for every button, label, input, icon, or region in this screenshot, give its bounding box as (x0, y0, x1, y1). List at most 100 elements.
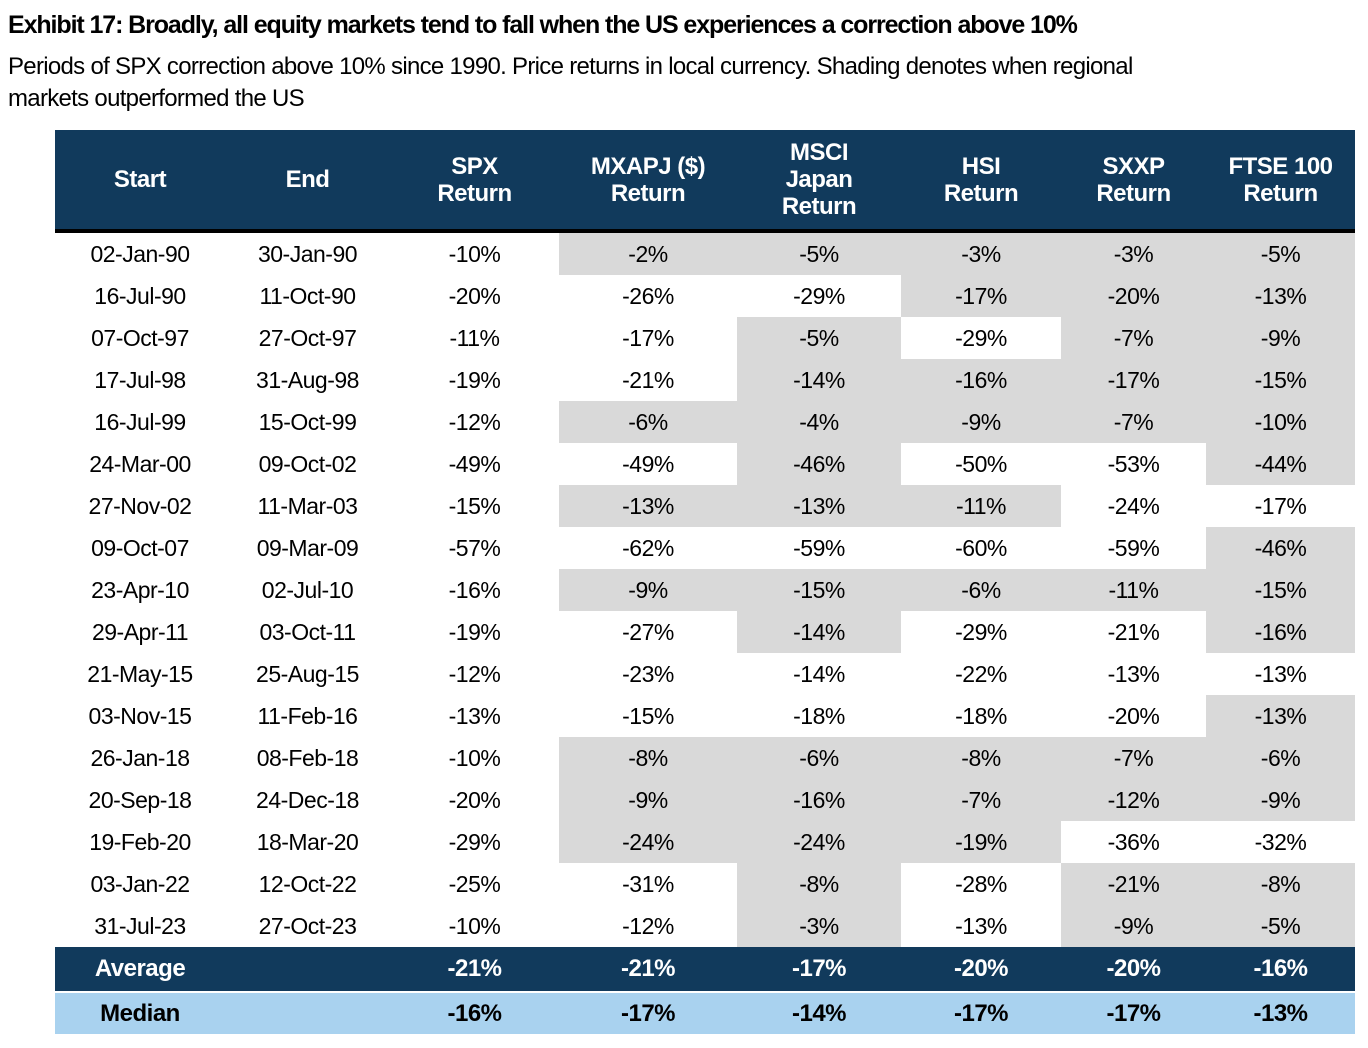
cell-start: 21-May-15 (87, 660, 193, 687)
cell-spx-return: -10% (448, 744, 501, 771)
table-row: 16-Jul-99 15-Oct-99 -12% -6% -4% -9% -7% -10% (55, 401, 1355, 443)
cell-end: 27-Oct-97 (258, 324, 357, 351)
cell-ftse-100-return: -13% (1206, 695, 1355, 737)
cell-msci-japan-return: -14% (737, 359, 901, 401)
table-row: 19-Feb-20 18-Mar-20 -29% -24% -24% -19% -36% -3… (55, 821, 1355, 863)
table-row: 03-Nov-15 11-Feb-16 -13% -15% -18% -18% -20% -1… (55, 695, 1355, 737)
cell-hsi-return: -28% (955, 870, 1007, 897)
table-body: 02-Jan-90 30-Jan-90 -10% -2% -5% -3% -3% -5% 16-… (55, 233, 1355, 1034)
cell-spx-return: -15% (448, 492, 501, 519)
cell-msci-japan-return: -59% (793, 534, 845, 561)
cell-hsi-return: -13% (955, 912, 1007, 939)
cell-end: 15-Oct-99 (258, 408, 357, 435)
cell-spx-return: -11% (449, 324, 501, 351)
table-row: 17-Jul-98 31-Aug-98 -19% -21% -14% -16% -17% -1… (55, 359, 1355, 401)
cell-mxapj-return: -26% (622, 282, 674, 309)
column-header-spx-return: SPX Return (437, 152, 512, 207)
cell-end: 09-Oct-02 (258, 450, 357, 477)
cell-sxxp-return: -21% (1107, 618, 1160, 645)
cell-hsi-return: -29% (955, 324, 1007, 351)
cell-ftse-100-return: -6% (1206, 737, 1355, 779)
cell-hsi-return: -18% (955, 702, 1007, 729)
cell-msci-japan-return: -29% (793, 282, 845, 309)
cell-hsi-return: -6% (901, 569, 1061, 611)
cell-end: 30-Jan-90 (257, 240, 358, 267)
cell-msci-japan-return: -15% (737, 569, 901, 611)
cell-ftse-100-return: -16% (1253, 955, 1308, 982)
cell-mxapj-return: -17% (620, 999, 676, 1027)
column-header-end: End (285, 166, 330, 193)
cell-ftse-100-return: -9% (1206, 317, 1355, 359)
cell-sxxp-return: -3% (1061, 233, 1206, 275)
cell-ftse-100-return: -13% (1206, 275, 1355, 317)
table-row: 24-Mar-00 09-Oct-02 -49% -49% -46% -50% -53% -4… (55, 443, 1355, 485)
summary-row-average: Average -21% -21% -17% -20% -20% -16% (55, 947, 1355, 991)
cell-spx-return: -10% (448, 912, 501, 939)
table-row: 27-Nov-02 11-Mar-03 -15% -13% -13% -11% -24% -1… (55, 485, 1355, 527)
cell-ftse-100-return: -44% (1206, 443, 1355, 485)
cell-mxapj-return: -17% (622, 324, 674, 351)
cell-start: 19-Feb-20 (89, 828, 191, 855)
cell-end: 11-Mar-03 (257, 492, 358, 519)
table-row: 03-Jan-22 12-Oct-22 -25% -31% -8% -28% -21% -8% (55, 863, 1355, 905)
cell-end: 08-Feb-18 (256, 744, 359, 771)
cell-sxxp-return: -24% (1107, 492, 1160, 519)
cell-hsi-return: -19% (901, 821, 1061, 863)
cell-end: 11-Oct-90 (259, 282, 356, 309)
cell-spx-return: -21% (447, 955, 502, 982)
cell-sxxp-return: -53% (1107, 450, 1160, 477)
cell-msci-japan-return: -5% (737, 317, 901, 359)
exhibit-title: Exhibit 17: Broadly, all equity markets … (8, 11, 1078, 39)
cell-msci-japan-return: -3% (737, 905, 901, 947)
cell-mxapj-return: -6% (559, 401, 737, 443)
cell-sxxp-return: -13% (1107, 660, 1160, 687)
cell-ftse-100-return: -15% (1206, 359, 1355, 401)
cell-hsi-return: -8% (901, 737, 1061, 779)
cell-msci-japan-return: -14% (791, 999, 847, 1027)
cell-mxapj-return: -8% (559, 737, 737, 779)
cell-mxapj-return: -15% (622, 702, 674, 729)
cell-hsi-return: -29% (955, 618, 1007, 645)
cell-start: 23-Apr-10 (91, 576, 189, 603)
cell-spx-return: -16% (447, 999, 502, 1027)
cell-ftse-100-return: -15% (1206, 569, 1355, 611)
cell-start: 16-Jul-90 (94, 282, 186, 309)
cell-hsi-return: -22% (955, 660, 1007, 687)
cell-mxapj-return: -62% (622, 534, 674, 561)
cell-end: 24-Dec-18 (256, 786, 359, 813)
column-header-ftse-100-return: FTSE 100 Return (1228, 152, 1333, 207)
cell-hsi-return: -9% (901, 401, 1061, 443)
cell-mxapj-return: -12% (622, 912, 674, 939)
cell-msci-japan-return: -16% (737, 779, 901, 821)
summary-label-median: Median (100, 999, 180, 1027)
cell-ftse-100-return: -9% (1206, 779, 1355, 821)
cell-spx-return: -19% (448, 366, 501, 393)
cell-sxxp-return: -20% (1106, 955, 1161, 982)
cell-hsi-return: -7% (901, 779, 1061, 821)
cell-msci-japan-return: -14% (737, 611, 901, 653)
column-header-hsi-return: HSI Return (943, 152, 1019, 207)
exhibit-subtitle: Periods of SPX correction above 10% sinc… (8, 51, 1360, 115)
cell-hsi-return: -16% (901, 359, 1061, 401)
table-row: 26-Jan-18 08-Feb-18 -10% -8% -6% -8% -7% -6% (55, 737, 1355, 779)
cell-sxxp-return: -20% (1061, 275, 1206, 317)
cell-sxxp-return: -59% (1107, 534, 1160, 561)
cell-msci-japan-return: -18% (793, 702, 845, 729)
table-row: 16-Jul-90 11-Oct-90 -20% -26% -29% -17% -20% -1… (55, 275, 1355, 317)
table-row: 29-Apr-11 03-Oct-11 -19% -27% -14% -29% -21% -1… (55, 611, 1355, 653)
cell-ftse-100-return: -5% (1206, 233, 1355, 275)
column-header-sxxp-return: SXXP Return (1096, 152, 1171, 207)
cell-msci-japan-return: -13% (737, 485, 901, 527)
summary-row-divider (55, 991, 1355, 993)
cell-msci-japan-return: -14% (793, 660, 845, 687)
cell-end: 09-Mar-09 (256, 534, 359, 561)
cell-sxxp-return: -12% (1061, 779, 1206, 821)
cell-sxxp-return: -21% (1061, 863, 1206, 905)
cell-sxxp-return: -9% (1061, 905, 1206, 947)
cell-mxapj-return: -31% (622, 870, 674, 897)
cell-mxapj-return: -9% (559, 569, 737, 611)
cell-mxapj-return: -24% (559, 821, 737, 863)
subtitle-line-2: markets outperformed the US (8, 85, 305, 112)
cell-spx-return: -57% (448, 534, 501, 561)
cell-hsi-return: -50% (955, 450, 1007, 477)
